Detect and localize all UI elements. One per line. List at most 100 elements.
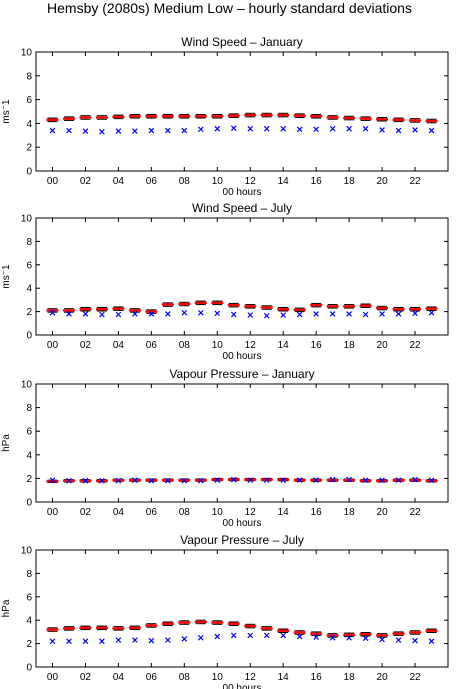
plot-2-xtick-label: 12: [245, 340, 257, 351]
plot-1-ytick-label: 10: [21, 48, 33, 59]
plot-1-axes-box: [35, 51, 449, 172]
plot-1-red-point: [376, 116, 389, 122]
plot-3-blue-x-point: [99, 477, 105, 484]
plot-1-blue-x-point: [428, 127, 435, 134]
plot-2-blue-x-point: [296, 311, 303, 318]
plot-4-red-point: [161, 621, 174, 626]
plot-4-blue-x-point: [263, 632, 270, 639]
plot-1-title: Wind Speed – January: [181, 35, 302, 49]
plot-3-xtick-label: 18: [344, 507, 356, 518]
plot-2-ytick-label: 6: [26, 260, 32, 271]
plot-2-ytick-label: 8: [26, 237, 32, 248]
plot-4-xtick-label: 02: [80, 672, 92, 683]
plot-3-blue-x-point: [362, 477, 369, 483]
plot-2-xtick-label: 20: [377, 340, 389, 351]
plot-1-blue-x-point: [115, 128, 122, 134]
plot-3-blue-x-point: [329, 476, 336, 483]
plot-3-ylabel: hPa: [1, 434, 12, 452]
plot-2-ytick-label: 0: [26, 331, 32, 342]
plot-3-blue-x-point: [247, 477, 254, 483]
plot-1-xtick-label: 16: [311, 176, 323, 187]
plot-2-red-point: [178, 301, 191, 307]
plot-3-ytick-label: 2: [26, 474, 32, 485]
plot-2-blue-x-point: [214, 310, 221, 317]
plot-4-ytick-label: 6: [26, 592, 32, 603]
plot-2-blue-x-point: [313, 311, 319, 317]
plot-3-xtick-label: 00: [47, 507, 59, 518]
plot-2-xtick-label: 00: [47, 340, 59, 351]
plot-4-red-point: [293, 630, 306, 635]
plot-3-blue-x-point: [165, 477, 171, 484]
plot-2-xtick-label: 10: [212, 340, 224, 351]
plot-1-blue-x-point: [313, 126, 319, 133]
plot-1-xtick-label: 20: [377, 176, 389, 187]
plot-4-red-point: [343, 632, 356, 638]
plot-3-blue-x-point: [115, 477, 122, 484]
plot-2-axes-box: [35, 217, 449, 336]
plot-2-red-point: [211, 300, 224, 306]
plot-3-ytick-label: 8: [26, 403, 32, 414]
plot-4-xtick-label: 00: [47, 672, 59, 683]
plot-2-red-point: [359, 303, 372, 309]
plot-1-red-point: [277, 112, 290, 118]
plot-2-red-point: [46, 308, 59, 313]
plot-2-blue-x-point: [280, 312, 287, 318]
plot-3-ytick-label: 4: [26, 450, 32, 461]
plot-4-blue-x-point: [165, 637, 171, 643]
plot-2-red-point: [112, 306, 125, 311]
plot-2-red-point: [343, 304, 356, 309]
plot-4-ytick-label: 4: [26, 616, 32, 627]
plot-4-red-point: [178, 620, 191, 625]
plot-4-blue-x-point: [197, 634, 204, 641]
plot-1-ytick-label: 4: [26, 119, 32, 130]
plot-1-red-point: [392, 117, 405, 123]
plot-2-red-point: [277, 307, 290, 312]
plot-3-blue-x-point: [296, 477, 303, 483]
plot-2-red-point: [326, 304, 339, 309]
plot-1-blue-x-point: [263, 125, 270, 132]
plot-2-red-point: [310, 302, 323, 308]
plot-1-red-point: [227, 113, 240, 118]
plot-1-red-point: [145, 113, 158, 119]
plot-2-red-point: [145, 309, 158, 314]
plot-4-red-point: [359, 631, 372, 637]
plot-3-xtick-label: 16: [311, 507, 323, 518]
plot-2-xtick-label: 06: [146, 340, 158, 351]
plot-4-blue-x-point: [49, 638, 56, 645]
plot-3-xtick-label: 20: [377, 507, 389, 518]
plot-1-blue-x-point: [197, 126, 204, 133]
plot-1-red-point: [359, 116, 372, 121]
plot-1-red-point: [260, 112, 273, 118]
plot-4-blue-x-point: [329, 634, 336, 641]
plot-1-blue-x-point: [49, 127, 56, 134]
plot-1-blue-x-point: [379, 127, 385, 133]
plot-3-blue-x-point: [379, 477, 385, 483]
plot-4-blue-x-point: [230, 632, 237, 639]
plot-1-xlabel: 00 hours: [223, 187, 262, 198]
plot-1-xtick-label: 02: [80, 176, 92, 187]
plot-4-red-point: [425, 628, 438, 633]
plot-3-title: Vapour Pressure – January: [169, 367, 314, 381]
plot-2-blue-x-point: [49, 309, 56, 316]
plot-4-blue-x-point: [395, 637, 402, 643]
plot-1-red-point: [244, 112, 257, 118]
plot-3-blue-x-point: [82, 477, 89, 484]
plot-2-blue-x-point: [165, 311, 171, 317]
plot-1-blue-x-point: [214, 125, 221, 132]
plot-2-xlabel: 00 hours: [223, 351, 262, 362]
plot-2-xtick-label: 08: [179, 340, 191, 351]
plot-4-blue-x-point: [346, 634, 352, 641]
plot-2-xtick-label: 22: [409, 340, 421, 351]
plot-2-blue-x-point: [379, 311, 385, 317]
plot-4-red-point: [310, 631, 323, 636]
plot-1-xtick-label: 00: [47, 176, 59, 187]
plot-4-red-point: [260, 626, 273, 631]
plot-2-red-point: [260, 305, 273, 310]
plot-1-red-point: [178, 113, 191, 119]
plot-3-blue-x-point: [66, 477, 72, 484]
plot-4-xtick-label: 14: [278, 672, 290, 683]
plot-3-blue-x-point: [49, 477, 56, 483]
plot-4-red-point: [227, 621, 240, 626]
plot-4-red-point: [62, 626, 75, 631]
